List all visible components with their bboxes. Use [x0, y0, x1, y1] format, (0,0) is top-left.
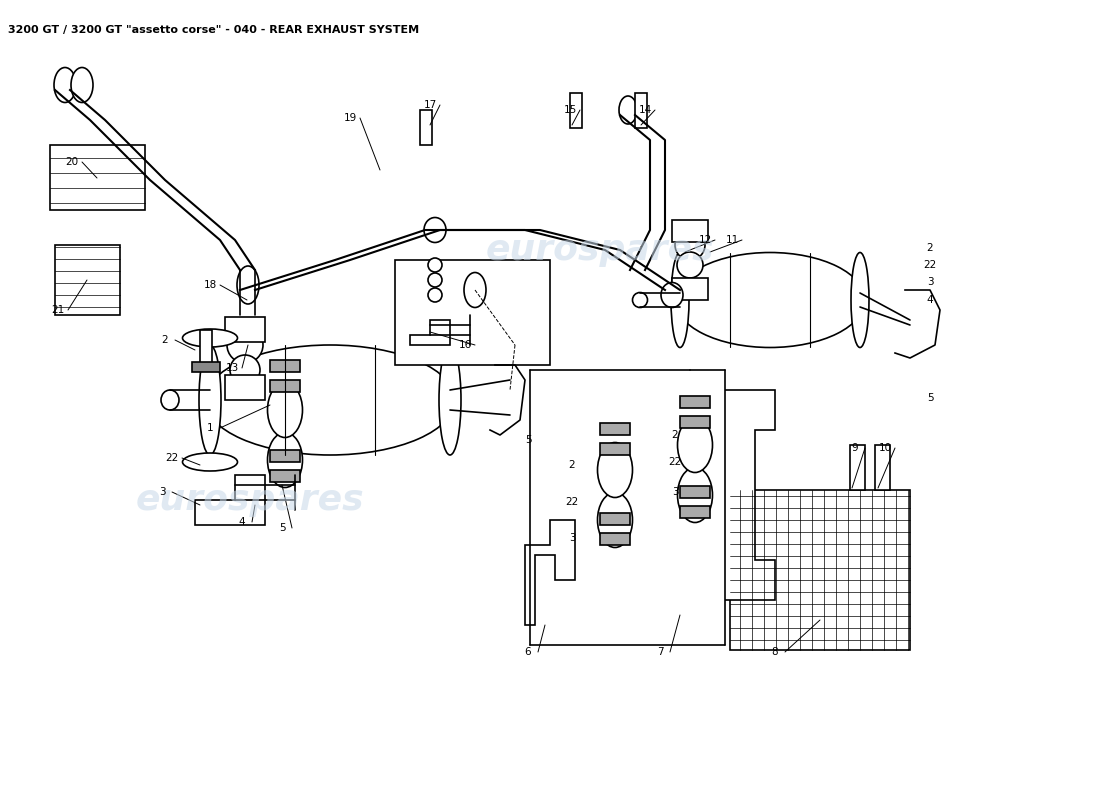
- Text: 22: 22: [669, 457, 682, 467]
- Text: 2: 2: [569, 460, 575, 470]
- Bar: [672, 220, 708, 242]
- Bar: [270, 450, 300, 462]
- Text: 4: 4: [239, 517, 245, 527]
- Circle shape: [428, 288, 442, 302]
- Bar: [874, 445, 890, 490]
- Polygon shape: [725, 390, 775, 600]
- Bar: [680, 416, 710, 428]
- Circle shape: [227, 327, 263, 363]
- Bar: [270, 470, 300, 482]
- Text: 18: 18: [204, 280, 217, 290]
- Ellipse shape: [267, 382, 303, 438]
- Text: 2: 2: [926, 243, 933, 253]
- FancyBboxPatch shape: [395, 260, 550, 365]
- Bar: [635, 93, 647, 128]
- Ellipse shape: [619, 96, 637, 124]
- Text: 17: 17: [424, 100, 437, 110]
- Circle shape: [230, 355, 260, 385]
- Text: eurospares: eurospares: [486, 233, 714, 267]
- Bar: [570, 93, 582, 128]
- Ellipse shape: [72, 67, 94, 102]
- Polygon shape: [195, 475, 265, 525]
- Ellipse shape: [671, 253, 689, 347]
- Text: 7: 7: [657, 647, 663, 657]
- Ellipse shape: [161, 390, 179, 410]
- Polygon shape: [410, 320, 450, 345]
- Ellipse shape: [236, 266, 258, 304]
- Bar: [680, 506, 710, 518]
- Text: 22: 22: [565, 497, 579, 507]
- Text: eurospares: eurospares: [135, 483, 364, 517]
- Text: 2: 2: [162, 335, 168, 345]
- Text: 10: 10: [879, 443, 892, 453]
- Text: 3200 GT / 3200 GT "assetto corse" - 040 - REAR EXHAUST SYSTEM: 3200 GT / 3200 GT "assetto corse" - 040 …: [8, 25, 419, 35]
- Bar: [600, 533, 630, 545]
- Text: 3: 3: [672, 487, 679, 497]
- Ellipse shape: [661, 282, 683, 307]
- Bar: [600, 443, 630, 455]
- Bar: [270, 360, 300, 372]
- Bar: [226, 375, 265, 400]
- Bar: [680, 486, 710, 498]
- Text: 3: 3: [926, 277, 933, 287]
- Bar: [600, 423, 630, 435]
- Text: 6: 6: [525, 647, 531, 657]
- Ellipse shape: [439, 345, 461, 455]
- Ellipse shape: [199, 345, 221, 455]
- Bar: [672, 278, 708, 300]
- Bar: [226, 317, 265, 342]
- Bar: [200, 330, 212, 368]
- Text: 5: 5: [926, 393, 933, 403]
- Polygon shape: [730, 490, 910, 650]
- Text: 14: 14: [638, 105, 651, 115]
- Polygon shape: [55, 245, 120, 315]
- Text: 5: 5: [525, 435, 531, 445]
- Ellipse shape: [597, 493, 632, 547]
- Text: 9: 9: [851, 443, 858, 453]
- Text: 11: 11: [725, 235, 738, 245]
- Ellipse shape: [183, 329, 238, 347]
- Bar: [680, 396, 710, 408]
- Text: 1: 1: [207, 423, 213, 433]
- Text: 8: 8: [772, 647, 779, 657]
- Circle shape: [428, 258, 442, 272]
- Ellipse shape: [597, 442, 632, 498]
- Bar: [850, 445, 865, 490]
- Bar: [192, 362, 220, 372]
- Text: 21: 21: [52, 305, 65, 315]
- Text: 22: 22: [923, 260, 936, 270]
- Ellipse shape: [464, 273, 486, 307]
- Text: 4: 4: [926, 295, 933, 305]
- Text: 3: 3: [569, 533, 575, 543]
- Bar: [270, 380, 300, 392]
- Bar: [600, 513, 630, 525]
- Ellipse shape: [183, 453, 238, 471]
- Text: 2: 2: [672, 430, 679, 440]
- Text: 19: 19: [343, 113, 356, 123]
- Ellipse shape: [675, 253, 865, 347]
- Ellipse shape: [205, 345, 455, 455]
- Ellipse shape: [54, 67, 76, 102]
- Ellipse shape: [267, 433, 303, 487]
- Ellipse shape: [632, 293, 648, 307]
- Ellipse shape: [424, 218, 446, 242]
- Text: 13: 13: [226, 363, 239, 373]
- Text: 12: 12: [698, 235, 712, 245]
- Polygon shape: [50, 145, 145, 210]
- Ellipse shape: [851, 253, 869, 347]
- Bar: [420, 110, 432, 145]
- Text: 16: 16: [459, 340, 472, 350]
- Circle shape: [675, 230, 705, 260]
- Ellipse shape: [678, 467, 713, 522]
- Text: 5: 5: [278, 523, 285, 533]
- Circle shape: [428, 273, 442, 287]
- Circle shape: [676, 252, 703, 278]
- Ellipse shape: [678, 418, 713, 473]
- Polygon shape: [525, 520, 575, 625]
- Text: 3: 3: [158, 487, 165, 497]
- Text: 20: 20: [65, 157, 78, 167]
- Text: 22: 22: [165, 453, 178, 463]
- Text: 15: 15: [563, 105, 576, 115]
